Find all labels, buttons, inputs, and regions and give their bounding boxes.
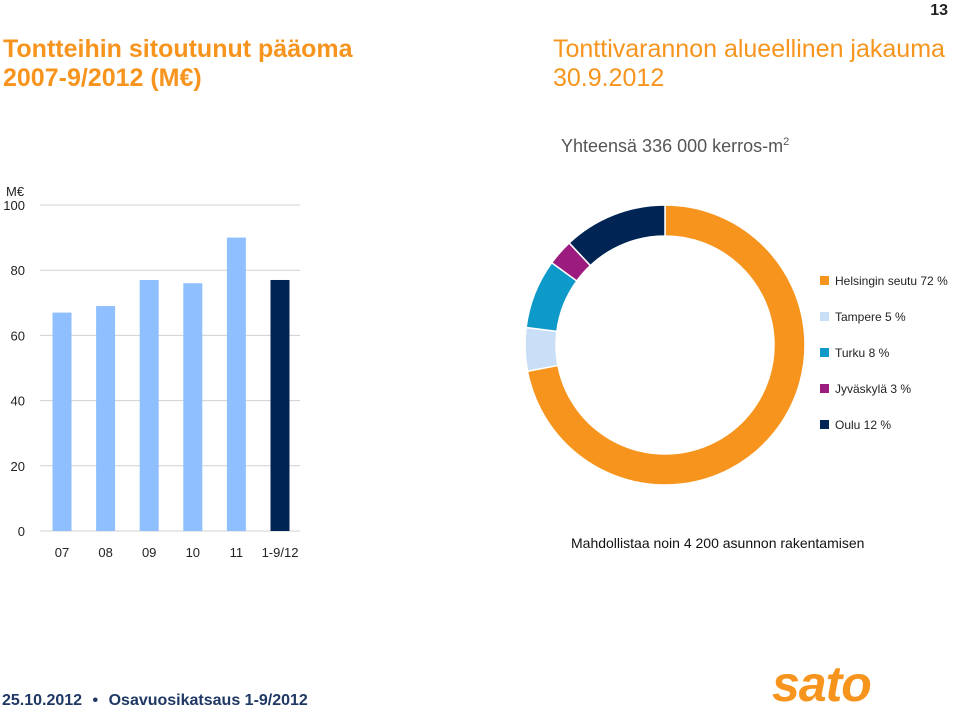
legend-item: Tampere 5 % [820,310,948,346]
x-tick-label: 08 [98,545,112,560]
legend-item: Jyväskylä 3 % [820,382,948,418]
bar-11 [226,237,246,531]
sato-logo-text: sato [772,664,871,708]
legend-swatch [820,348,829,357]
legend-item: Helsingin seutu 72 % [820,274,948,310]
donut-subtitle-text: Yhteensä 336 000 kerros-m [561,136,784,156]
x-tick-label: 07 [55,545,69,560]
page-number: 13 [930,2,948,19]
bar-1-9/12 [270,279,290,531]
bar-07 [52,312,72,531]
donut-slice-0 [526,204,806,486]
legend-label: Helsingin seutu 72 % [835,274,948,288]
legend-item: Oulu 12 % [820,418,948,454]
donut-slice-1 [524,326,559,373]
bar-10 [183,283,203,531]
donut-subtitle-superscript: 2 [783,136,790,148]
donut-chart-title: Tonttivarannon alueellinen jakauma 30.9.… [553,35,945,92]
legend-swatch [820,276,829,285]
legend-item: Turku 8 % [820,346,948,382]
bar-08 [96,306,116,531]
y-tick-label: 20 [11,459,25,474]
y-axis-unit-label: M€ [6,184,25,199]
legend-label: Oulu 12 % [835,418,892,432]
bar-chart-title: Tontteihin sitoutunut pääoma 2007-9/2012… [3,35,353,92]
footer: 25.10.2012 • Osavuosikatsaus 1-9/2012 [2,692,308,710]
x-tick-label: 10 [186,545,200,560]
footer-bullet: • [92,692,99,709]
donut-note: Mahdollistaa noin 4 200 asunnon rakentam… [571,535,865,551]
y-tick-label: 40 [11,394,25,409]
legend-label: Jyväskylä 3 % [835,382,912,396]
legend-label: Tampere 5 % [835,310,906,324]
donut-legend: Helsingin seutu 72 % Tampere 5 % Turku 8 %… [820,274,948,454]
y-tick-label: 100 [3,198,25,213]
y-tick-label: 0 [18,524,25,539]
footer-label: Osavuosikatsaus 1-9/2012 [108,692,308,709]
sato-logo-graphic: sato [772,656,872,712]
bar-09 [139,279,159,531]
legend-label: Turku 8 % [835,346,890,360]
footer-date: 25.10.2012 [2,692,83,709]
y-tick-label: 60 [11,328,25,343]
legend-swatch [820,312,829,321]
legend-swatch [820,384,829,393]
donut-chart [524,204,806,486]
x-tick-label: 09 [142,545,156,560]
bar-chart: M€ 0 20 40 60 80 100 07 08 09 10 11 1-9/12 [3,184,300,560]
legend-swatch [820,420,829,429]
donut-slice-4 [568,204,666,267]
x-tick-label: 11 [230,545,244,560]
x-tick-label: 1-9/12 [262,545,299,560]
y-tick-label: 80 [11,263,25,278]
sato-logo: sato [772,656,922,713]
donut-subtitle: Yhteensä 336 000 kerros-m2 [561,136,789,157]
